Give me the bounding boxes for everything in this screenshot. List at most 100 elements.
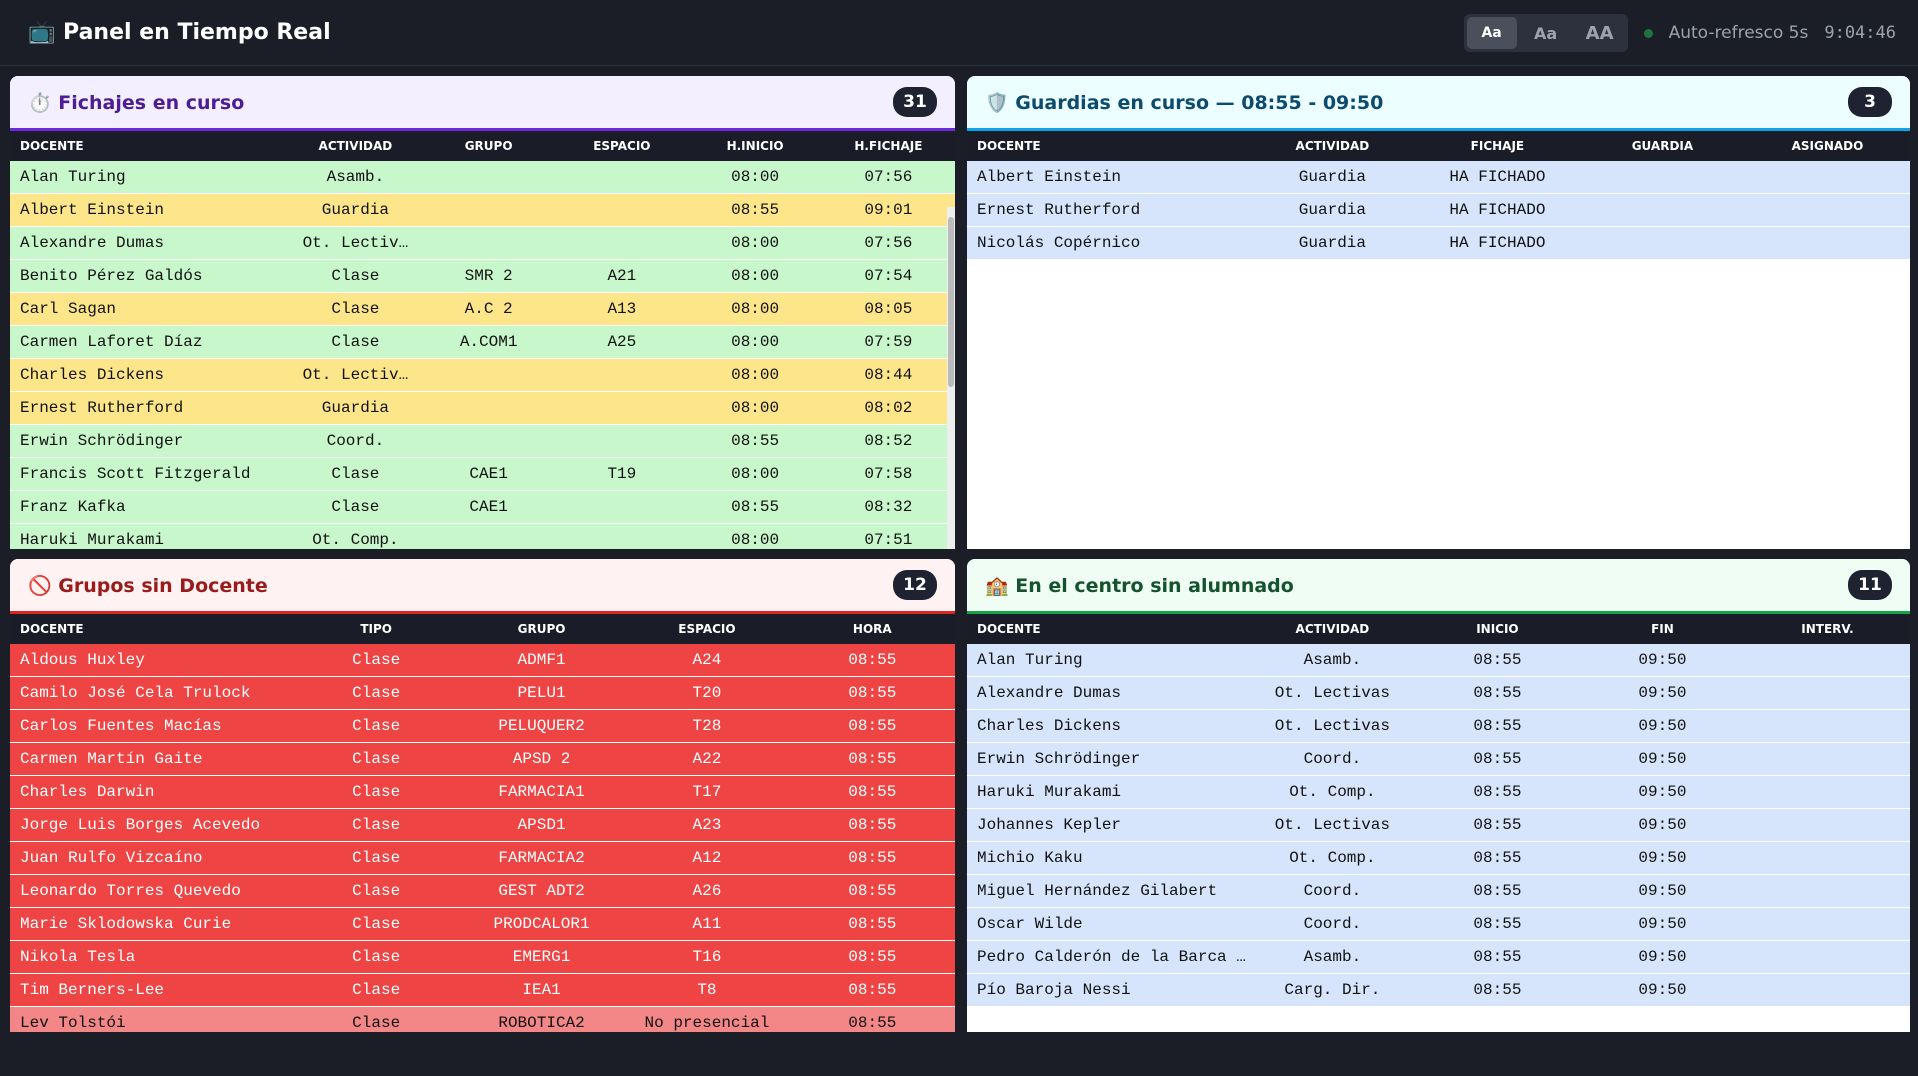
table-cell: Ot. Lectivas [1249,676,1415,710]
table-cell: A21 [555,259,689,293]
table-cell: Charles Dickens [10,358,289,392]
table-cell: HA FICHADO [1414,193,1580,227]
table-cell: 07:54 [821,259,955,293]
table-row: Nikola Tesla Clase EMERG1 T16 08:55 [10,940,955,974]
column-header: FICHAJE [1414,131,1580,161]
header-row: DOCENTE ACTIVIDAD GRUPO ESPACIO H.INICIO H.FI… [10,131,955,161]
table-row: Haruki Murakami Ot. Comp. 08:00 07:51 [10,523,955,549]
table-cell: 08:55 [789,1006,955,1032]
count-badge: 31 [893,87,937,117]
panel-title: 🏫 En el centro sin alumnado [985,574,1294,597]
table-row: Juan Rulfo Vizcaíno Clase FARMACIA2 A12 08:5… [10,841,955,875]
table-cell: 08:00 [688,161,822,194]
table-row: Franz Kafka Clase CAE1 08:55 08:32 [10,490,955,524]
table-cell: Clase [293,808,459,842]
table-cell: A25 [555,325,689,359]
column-header: DOCENTE [10,614,294,644]
table-body: Albert Einstein Guardia HA FICHADO Ernest R… [967,161,1910,260]
table-cell: IEA1 [458,973,625,1007]
table-cell: Franz Kafka [10,490,289,524]
column-header: HORA [789,614,955,644]
table-cell: Ot. Lectivas [1249,808,1415,842]
table-cell: T16 [624,940,790,974]
table-cell: GEST ADT2 [458,874,625,908]
page-title: 📺 Panel en Tiempo Real [28,20,331,45]
table-cell: A.COM1 [422,325,556,359]
table-cell [555,226,689,260]
table-cell: 07:51 [821,523,955,549]
panel: 🛡️ Guardias en curso — 08:55 - 09:50 3 DOC… [967,76,1910,549]
table-row: Camilo José Cela Trulock Clase PELU1 T20 08:… [10,676,955,710]
table-row: Johannes Kepler Ot. Lectivas 08:55 09:50 [967,808,1910,842]
table-row: Erwin Schrödinger Coord. 08:55 08:52 [10,424,955,458]
table-cell: 08:00 [688,391,822,425]
table-cell: 08:00 [688,523,822,549]
table-cell: 08:02 [821,391,955,425]
table-cell: A23 [624,808,790,842]
table-cell: 08:55 [1414,775,1580,809]
table-row: Carlos Fuentes Macías Clase PELUQUER2 T28 08… [10,709,955,743]
table-row: Oscar Wilde Coord. 08:55 09:50 [967,907,1910,941]
panel: 🏫 En el centro sin alumnado 11 DOCENTE ACTI… [967,559,1910,1032]
column-header: H.INICIO [688,131,822,161]
table-cell: 08:44 [821,358,955,392]
table-cell [422,358,556,392]
column-header: ESPACIO [624,614,790,644]
table-cell: Michio Kaku [967,841,1250,875]
panel-title: 🛡️ Guardias en curso — 08:55 - 09:50 [985,91,1384,114]
table-cell: Camilo José Cela Trulock [10,676,294,710]
table-cell: Aldous Huxley [10,644,294,677]
table-cell: 08:55 [1414,644,1580,677]
table-cell: Ot. Lectiv… [288,358,423,392]
font-size-button[interactable]: Aa [1534,23,1558,43]
table-cell: 08:00 [688,292,822,326]
table-cell [1744,193,1910,227]
table-cell [555,490,689,524]
table-cell: Clase [293,775,459,809]
table-cell: 08:55 [1414,841,1580,875]
font-size-button[interactable]: AA [1585,22,1614,44]
table-cell: 08:00 [688,325,822,359]
table-row: Ernest Rutherford Guardia HA FICHADO [967,193,1910,227]
table-cell: 09:50 [1579,907,1745,941]
column-header: INTERV. [1744,614,1910,644]
table-row: Francis Scott Fitzgerald Clase CAE1 T19 08:0… [10,457,955,491]
table-head: DOCENTE ACTIVIDAD INICIO FIN INTERV. [967,614,1910,644]
table-row: Carl Sagan Clase A.C 2 A13 08:00 08:05 [10,292,955,326]
table-row: Nicolás Copérnico Guardia HA FICHADO [967,226,1910,260]
table-cell: 08:55 [789,874,955,908]
table-cell: Benito Pérez Galdós [10,259,289,293]
table-cell: 08:32 [821,490,955,524]
table-cell [1744,841,1910,875]
table-cell: 08:00 [688,259,822,293]
table-row: Marie Sklodowska Curie Clase PRODCALOR1 A11… [10,907,955,941]
table-cell [1744,742,1910,776]
table-cell [555,161,689,194]
table-cell: Coord. [288,424,423,458]
table-row: Carmen Martín Gaite Clase APSD 2 A22 08:55 [10,742,955,776]
table-cell [422,161,556,194]
table-row: Aldous Huxley Clase ADMF1 A24 08:55 [10,644,955,677]
table-cell: A22 [624,742,790,776]
count-badge: 12 [893,570,937,600]
table-cell [1744,907,1910,941]
table-row: Michio Kaku Ot. Comp. 08:55 09:50 [967,841,1910,875]
table-cell: Carg. Dir. [1249,973,1415,1007]
table-cell: Ot. Comp. [1249,841,1415,875]
table-cell: 09:50 [1579,808,1745,842]
table-cell: PELU1 [458,676,625,710]
table-cell: 08:55 [1414,742,1580,776]
table-cell: Carmen Laforet Díaz [10,325,289,359]
table-row: Alan Turing Asamb. 08:55 09:50 [967,644,1910,677]
table-cell: Pedro Calderón de la Barca … [967,940,1250,974]
table-cell: 08:55 [789,808,955,842]
page: 📺 Panel en Tiempo Real Aa Aa AA Auto-refre… [0,14,1918,1032]
table-cell: 08:55 [789,644,955,677]
table-cell [422,424,556,458]
table-cell: HA FICHADO [1414,161,1580,194]
font-size-button[interactable]: Aa [1466,17,1517,49]
table-cell: ADMF1 [458,644,625,677]
table-cell: 08:55 [789,973,955,1007]
table-row: Albert Einstein Guardia HA FICHADO [967,161,1910,194]
panel-header: 🛡️ Guardias en curso — 08:55 - 09:50 3 [967,76,1910,131]
